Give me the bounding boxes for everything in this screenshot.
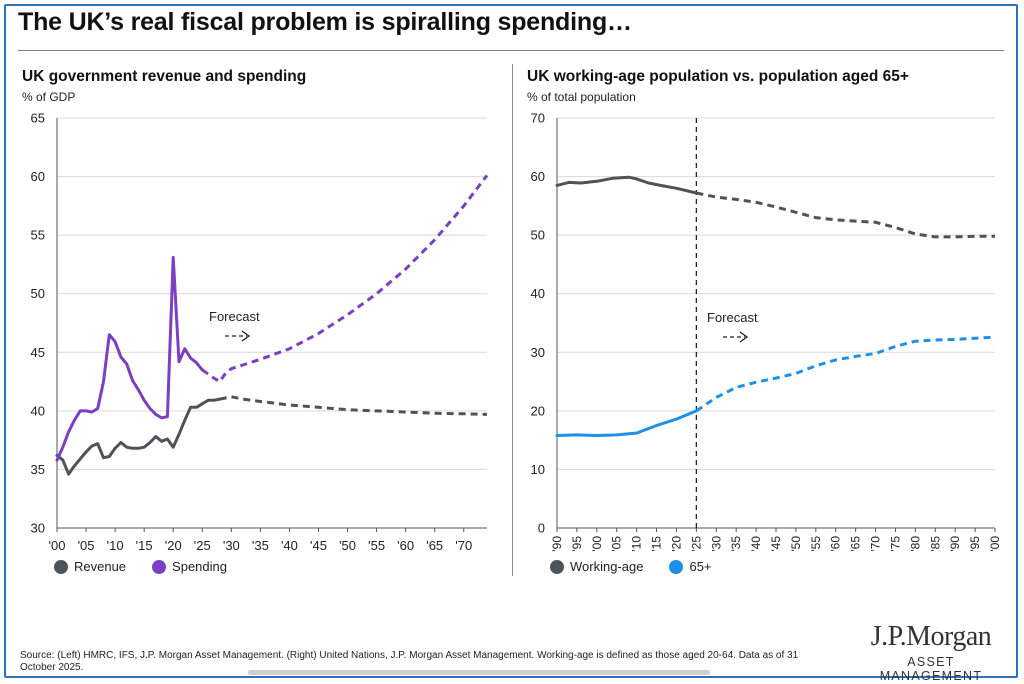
x-tick-label: '50 xyxy=(339,538,356,553)
legend-item-spending: Spending xyxy=(152,559,227,574)
figure-frame xyxy=(4,4,1018,678)
x-tick-label: '45 xyxy=(310,538,327,553)
y-tick-label: 45 xyxy=(31,345,45,360)
forecast-arrow-head xyxy=(739,331,749,343)
65-forecast-line xyxy=(695,335,996,413)
y-tick-label: 0 xyxy=(538,521,545,536)
page-title: The UK’s real fiscal problem is spiralli… xyxy=(18,8,632,36)
y-tick-label: 40 xyxy=(531,286,545,301)
x-tick-label: '20 xyxy=(669,536,683,552)
legend-label-65-plus: 65+ xyxy=(689,559,712,574)
right-chart-unit: % of total population xyxy=(527,90,636,104)
x-tick-label: '65 xyxy=(849,536,863,552)
y-tick-label: 35 xyxy=(31,462,45,477)
forecast-label: Forecast xyxy=(707,310,758,325)
legend-label-revenue: Revenue xyxy=(74,559,127,574)
x-tick-label: '80 xyxy=(908,536,922,552)
y-tick-label: 65 xyxy=(31,111,45,126)
x-tick-label: '60 xyxy=(829,536,843,552)
x-tick-label: '40 xyxy=(749,536,763,552)
x-tick-label: '45 xyxy=(769,536,783,552)
legend-item-65-plus: 65+ xyxy=(669,559,712,574)
legend-swatch-spending xyxy=(152,559,167,574)
y-tick-label: 50 xyxy=(531,228,545,243)
65-actual-line xyxy=(555,409,698,437)
y-tick-label: 50 xyxy=(31,286,45,301)
x-tick-label: '30 xyxy=(223,538,240,553)
horizontal-scrollbar[interactable] xyxy=(248,670,710,675)
y-tick-label: 60 xyxy=(31,169,45,184)
spending-actual-line xyxy=(55,255,204,462)
x-tick-label: '55 xyxy=(368,538,385,553)
jpmorgan-logo: J.P.Morgan ASSET MANAGEMENT xyxy=(855,621,1007,684)
legend-item-revenue: Revenue xyxy=(54,559,126,574)
x-tick-label: '35 xyxy=(729,536,743,552)
forecast-label: Forecast xyxy=(209,309,260,324)
y-tick-label: 30 xyxy=(31,521,45,536)
logo-subtitle: ASSET MANAGEMENT xyxy=(879,655,983,683)
x-tick-label: '95 xyxy=(968,536,982,552)
legend-item-working-age: Working-age xyxy=(550,559,643,574)
x-tick-label: '00 xyxy=(49,538,66,553)
x-tick-label: '70 xyxy=(869,536,883,552)
forecast-arrow-head xyxy=(241,330,251,342)
x-tick-label: '30 xyxy=(709,536,723,552)
x-tick-label: '35 xyxy=(252,538,269,553)
x-tick-label: '25 xyxy=(689,536,703,552)
x-tick-label: '20 xyxy=(165,538,182,553)
left-legend: Revenue Spending xyxy=(54,559,253,574)
right-chart-title: UK working-age population vs. population… xyxy=(527,68,909,85)
x-tick-label: '25 xyxy=(194,538,211,553)
x-tick-label: '90 xyxy=(550,536,564,552)
y-tick-label: 40 xyxy=(31,403,45,418)
logo-wordmark: J.P.Morgan xyxy=(870,621,992,652)
title-divider xyxy=(18,50,1004,51)
x-tick-label: '60 xyxy=(397,538,414,553)
x-tick-label: '05 xyxy=(78,538,95,553)
legend-label-working-age: Working-age xyxy=(570,559,644,574)
revenue-forecast-line xyxy=(219,395,488,416)
legend-label-spending: Spending xyxy=(172,559,227,574)
x-tick-label: '90 xyxy=(948,536,962,552)
left-chart-title: UK government revenue and spending xyxy=(22,68,307,85)
x-tick-label: '00 xyxy=(590,536,604,552)
x-tick-label: '50 xyxy=(789,536,803,552)
source-note: Source: (Left) HMRC, IFS, J.P. Morgan As… xyxy=(20,650,799,673)
y-tick-label: 60 xyxy=(531,169,545,184)
x-tick-label: '40 xyxy=(281,538,298,553)
y-tick-label: 30 xyxy=(531,345,545,360)
x-tick-label: '10 xyxy=(107,538,124,553)
y-tick-label: 10 xyxy=(531,462,545,477)
y-tick-label: 70 xyxy=(531,111,545,126)
x-tick-label: '65 xyxy=(426,538,443,553)
working-age-actual-line xyxy=(555,175,698,195)
right-legend: Working-age 65+ xyxy=(550,559,738,574)
left-chart-unit: % of GDP xyxy=(22,90,76,104)
x-tick-label: '85 xyxy=(928,536,942,552)
x-tick-label: '15 xyxy=(136,538,153,553)
legend-swatch-65-plus xyxy=(669,559,684,574)
working-age-forecast-line xyxy=(696,191,995,239)
x-tick-label: '55 xyxy=(809,536,823,552)
x-tick-label: '95 xyxy=(570,536,584,552)
x-tick-label: '05 xyxy=(610,536,624,552)
legend-swatch-revenue xyxy=(54,559,68,574)
y-tick-label: 20 xyxy=(531,403,545,418)
x-tick-label: '15 xyxy=(650,536,664,552)
x-tick-label: '75 xyxy=(888,536,902,552)
revenue-actual-line xyxy=(55,397,222,476)
spending-forecast-line xyxy=(201,174,489,384)
y-tick-label: 55 xyxy=(31,228,45,243)
x-tick-label: '70 xyxy=(455,538,472,553)
x-tick-label: '10 xyxy=(630,536,644,552)
legend-swatch-working-age xyxy=(550,559,564,574)
x-tick-label: '00 xyxy=(988,536,1002,552)
panel-divider xyxy=(512,64,513,576)
